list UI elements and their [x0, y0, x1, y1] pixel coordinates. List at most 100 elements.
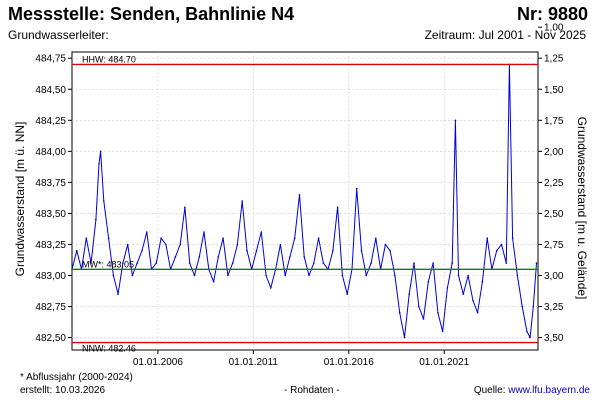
- data-point: [495, 249, 498, 252]
- data-point: [260, 231, 263, 233]
- data-point: [427, 280, 430, 283]
- data-point: [486, 237, 489, 239]
- station-number: Nr: 9880: [516, 4, 588, 24]
- data-point: [289, 256, 291, 258]
- data-point: [505, 262, 508, 264]
- data-point: [389, 249, 391, 252]
- data-point: [298, 194, 301, 196]
- data-point: [529, 336, 531, 339]
- y2-tick-label: 1,50: [544, 85, 564, 96]
- y-axis-ticks: 482,50 482,75 483,00 483,25 483,50 483,75 484,…: [35, 54, 72, 344]
- data-point: [155, 262, 158, 264]
- data-point: [322, 262, 325, 264]
- y-tick-label: 483,50: [35, 209, 66, 220]
- data-point: [481, 280, 484, 283]
- grid: [72, 52, 538, 350]
- series-line: [71, 63, 537, 339]
- source-prefix: Quelle:: [473, 385, 509, 396]
- y2-tick-label: 1,00: [544, 23, 564, 34]
- x-axis-ticks: 01.01.2006 01.01.2011 01.01.2016 01.01.2021: [133, 350, 470, 368]
- footnote: * Abflussjahr (2000-2024): [20, 372, 133, 383]
- aquifer-label: Grundwasserleiter:: [8, 28, 109, 42]
- y-tick-label: 482,75: [35, 302, 66, 313]
- data-point: [457, 274, 460, 277]
- reference-label-mw: MW*: 483.05: [82, 259, 134, 269]
- data-point: [313, 262, 315, 264]
- y-tick-label: 482,50: [35, 333, 66, 344]
- reference-label-hhw: HHW: 484.70: [82, 54, 136, 64]
- data-point: [500, 243, 503, 246]
- raw-data-label: - Rohdaten -: [284, 385, 340, 396]
- data-point: [188, 262, 191, 264]
- y2-tick-label: 2,75: [544, 240, 564, 251]
- data-point: [76, 249, 78, 252]
- data-point: [511, 237, 514, 239]
- data-point: [403, 336, 406, 339]
- data-point: [441, 330, 444, 333]
- data-point: [370, 262, 372, 264]
- data-point: [198, 256, 201, 258]
- data-point: [141, 249, 143, 252]
- data-point: [131, 274, 134, 277]
- data-point: [193, 274, 196, 277]
- data-point: [535, 262, 538, 264]
- data-point: [365, 274, 368, 277]
- data-point: [446, 287, 449, 289]
- data-point: [103, 200, 105, 202]
- data-point: [467, 274, 469, 277]
- y-tick-label: 483,25: [35, 240, 66, 251]
- data-point: [165, 243, 167, 246]
- data-point: [521, 305, 523, 308]
- y2-axis-ticks: 1,00 1,25 1,50 1,75 2,00 2,25 2,50 2,75 3,00 3,25…: [538, 23, 564, 344]
- data-point: [454, 119, 457, 122]
- data-point: [526, 330, 528, 333]
- y-tick-label: 484,75: [35, 54, 66, 65]
- chart-title: Messstelle: Senden, Bahnlinie N4: [8, 4, 295, 24]
- data-point: [246, 249, 248, 252]
- y-tick-label: 484,00: [35, 147, 66, 158]
- data-point: [85, 237, 88, 239]
- source-link[interactable]: www.lfu.bayern.de: [508, 385, 590, 396]
- y2-tick-label: 2,00: [544, 147, 564, 158]
- y2-tick-label: 2,50: [544, 209, 564, 220]
- data-point: [308, 274, 310, 277]
- data-point: [241, 200, 243, 202]
- data-point: [284, 274, 287, 277]
- data-point: [212, 280, 215, 283]
- period-label: Zeitraum: Jul 2001 - Nov 2025: [424, 28, 586, 42]
- y2-tick-label: 3,25: [544, 302, 564, 313]
- data-point: [341, 274, 344, 277]
- y2-tick-label: 3,50: [544, 333, 564, 344]
- data-point: [476, 311, 479, 314]
- data-point: [136, 262, 138, 264]
- y2-tick-label: 3,00: [544, 271, 564, 282]
- data-point: [222, 237, 224, 239]
- data-point: [408, 293, 411, 295]
- data-point: [451, 262, 454, 264]
- data-point: [174, 256, 177, 258]
- data-point: [462, 293, 465, 295]
- data-point: [117, 293, 119, 295]
- reference-label-nnw: NNW: 482.46: [82, 344, 136, 354]
- data-point: [265, 274, 267, 277]
- data-point: [98, 163, 100, 165]
- x-tick-label: 01.01.2006: [133, 357, 183, 368]
- y2-tick-label: 2,25: [544, 178, 564, 189]
- data-point: [236, 243, 239, 246]
- data-point: [231, 262, 234, 264]
- data-point: [346, 293, 349, 295]
- plot-area: [71, 51, 539, 351]
- data-point: [227, 274, 229, 277]
- data-point: [279, 243, 282, 246]
- data-point: [532, 305, 535, 308]
- data-point: [270, 287, 272, 289]
- data-point: [384, 243, 387, 246]
- data-point: [413, 262, 415, 264]
- data-point: [217, 256, 220, 258]
- data-point: [375, 237, 377, 239]
- data-point: [146, 231, 148, 233]
- y2-axis-label: Grundwasserstand [m u. Gelände]: [575, 117, 589, 300]
- data-point: [437, 311, 439, 314]
- data-point: [355, 187, 358, 190]
